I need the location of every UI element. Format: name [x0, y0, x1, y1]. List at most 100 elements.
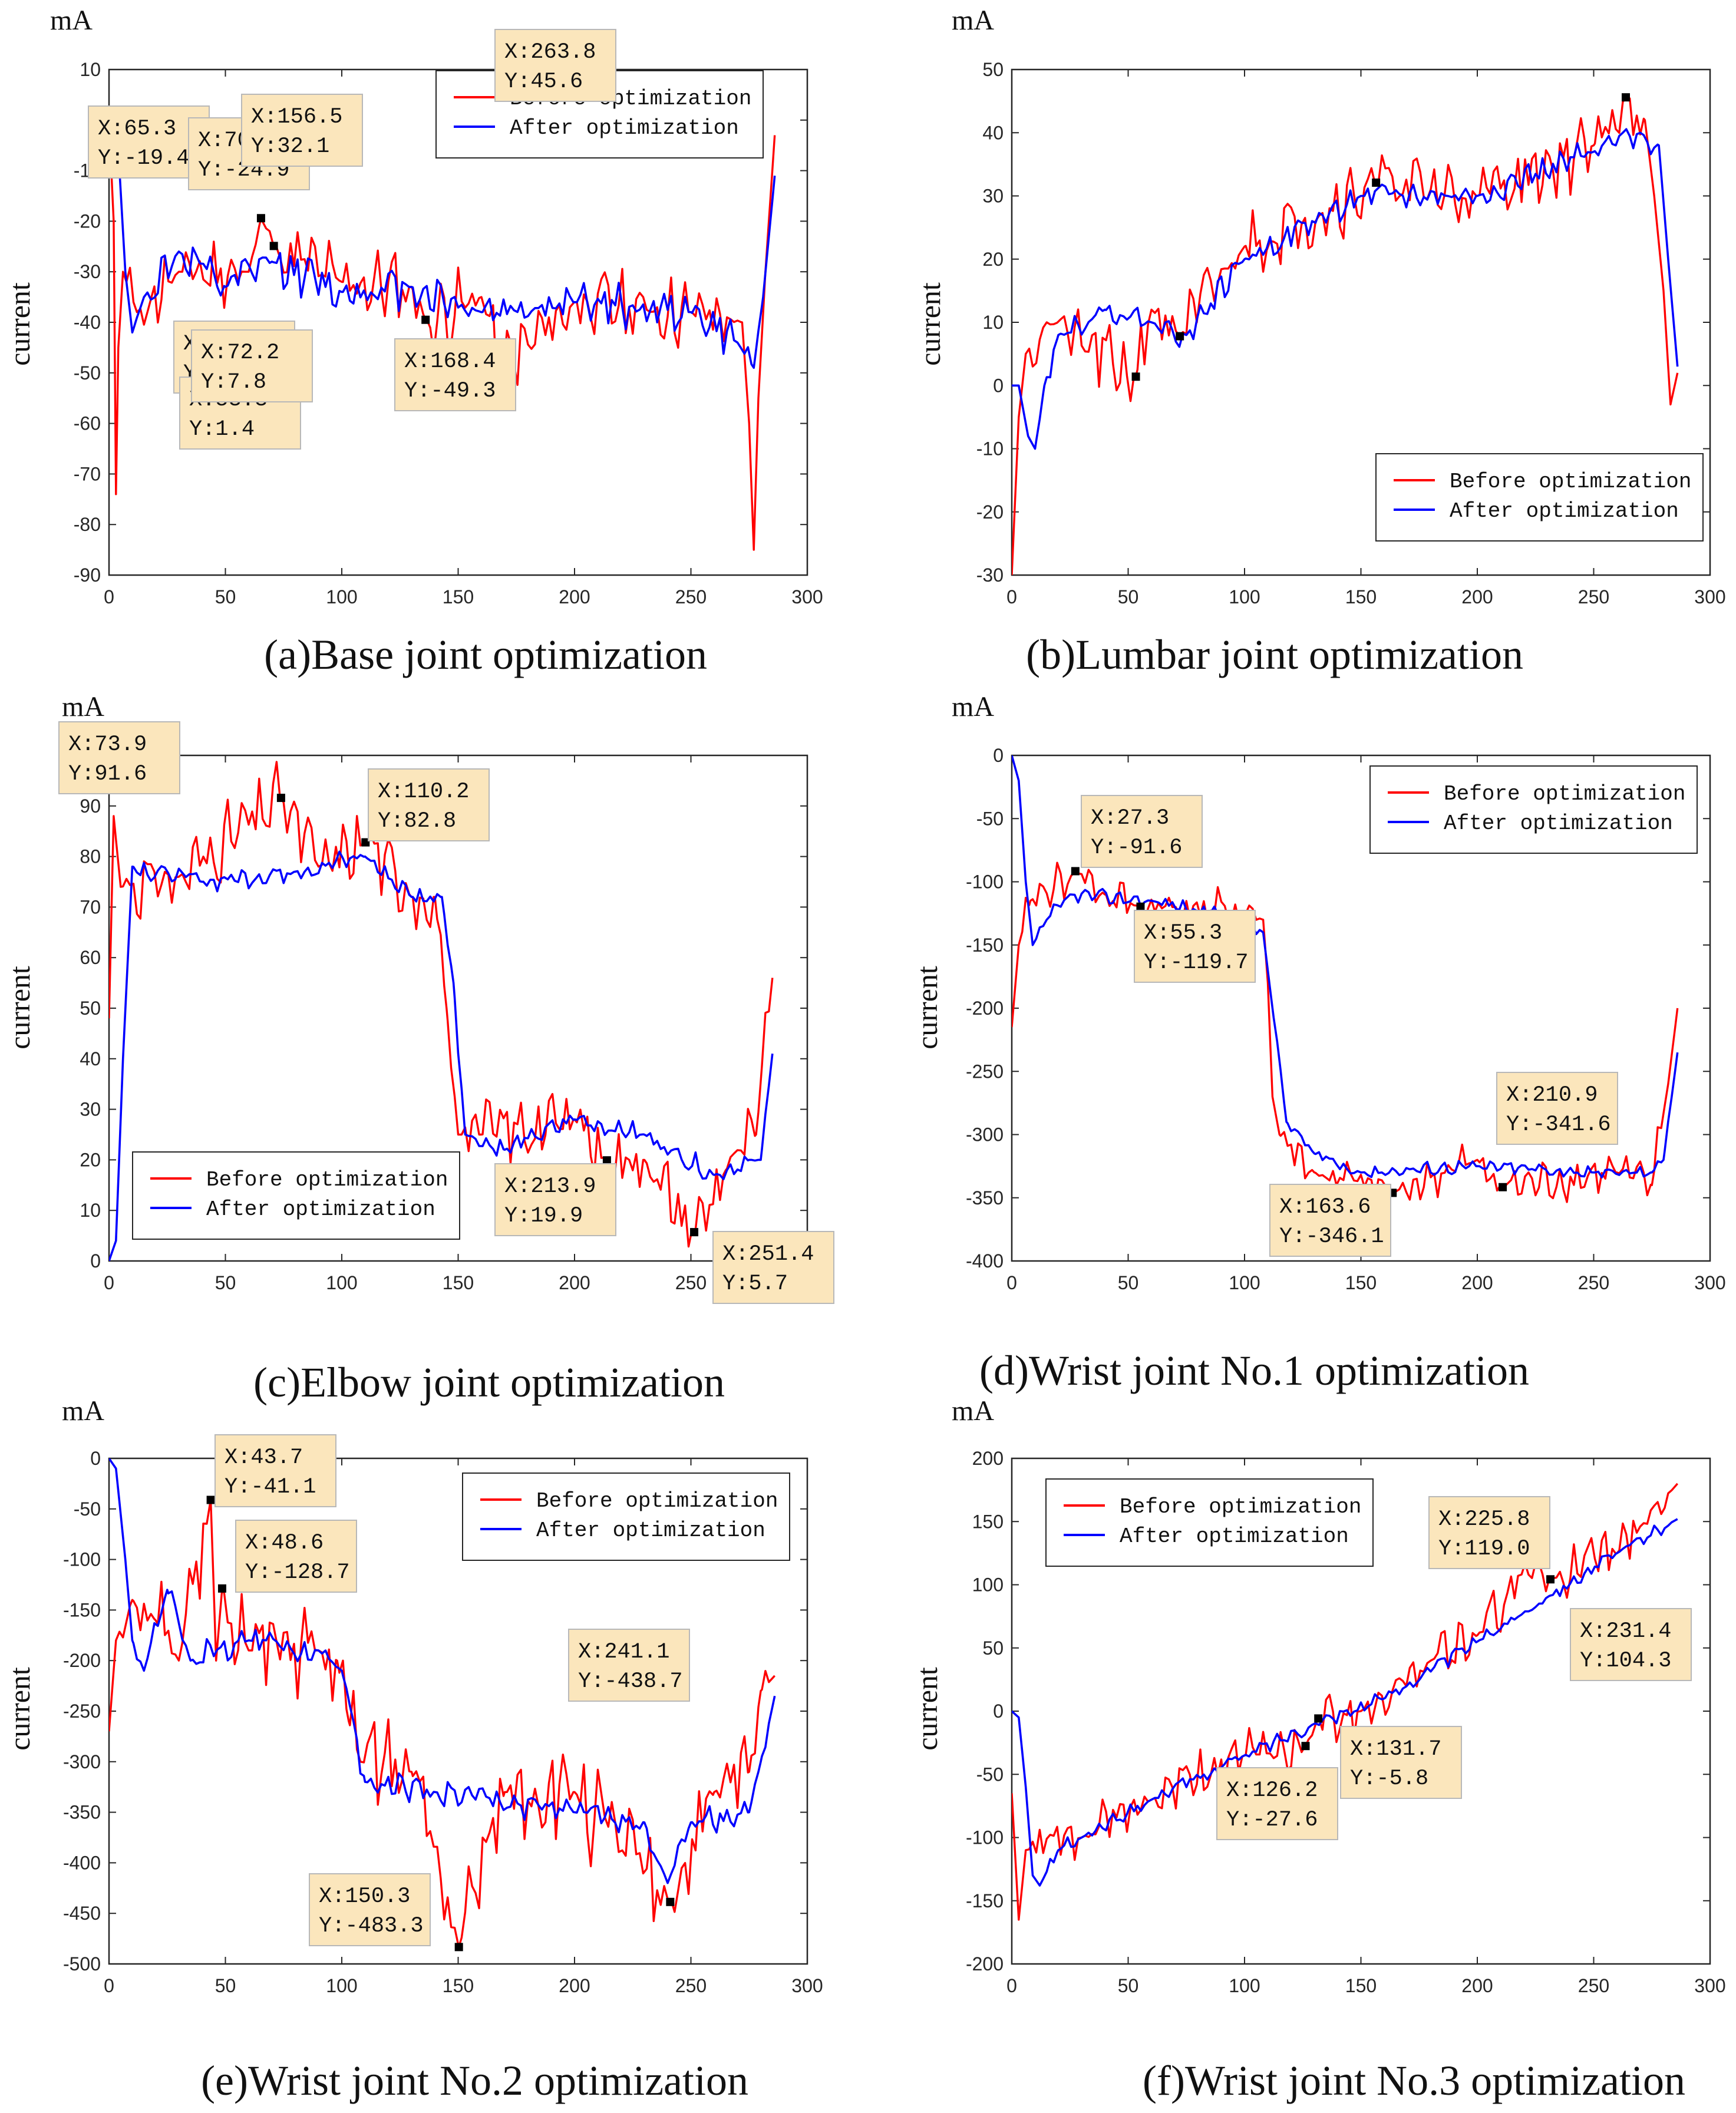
legend-box [462, 1473, 790, 1561]
datatip-marker[interactable] [602, 1156, 611, 1165]
y-axis-label: current [3, 966, 36, 1049]
datatip-y: Y:-438.7 [578, 1669, 683, 1694]
x-tick-label: 0 [1006, 586, 1017, 608]
datatip-y: Y:104.3 [1580, 1649, 1671, 1673]
series-after-line [109, 1458, 776, 1884]
datatip-marker[interactable] [1622, 93, 1631, 102]
y-tick-label: 200 [972, 1448, 1004, 1469]
x-tick-label: 200 [1461, 1272, 1493, 1293]
x-tick-label: 300 [791, 586, 823, 608]
y-tick-label: -30 [74, 261, 101, 282]
datatip[interactable]: X:168.4 Y:-49.3 [394, 338, 516, 411]
datatip[interactable]: X:156.5 Y:32.1 [241, 94, 363, 167]
datatip-marker[interactable] [1546, 1575, 1555, 1584]
datatip-x: X:48.6 [245, 1531, 324, 1556]
legend: Before optimization After optimization [1369, 765, 1698, 854]
y-tick-label: 20 [80, 1149, 101, 1170]
x-tick-label: 200 [559, 1975, 590, 1996]
x-tick-label: 100 [326, 586, 357, 608]
y-tick-label: -100 [966, 871, 1004, 893]
datatip-box [1269, 1184, 1391, 1257]
datatip-y: Y:82.8 [378, 809, 456, 834]
datatip[interactable]: X:72.2 Y:7.8 [191, 329, 313, 402]
x-tick-label: 200 [1461, 1975, 1493, 1996]
y-tick-label: 30 [982, 186, 1004, 207]
datatip[interactable]: X:231.4 Y:104.3 [1570, 1608, 1692, 1681]
unit-label: mA [952, 1395, 994, 1427]
datatip-box [1570, 1608, 1692, 1681]
datatip[interactable]: X:48.6 Y:-128.7 [235, 1520, 357, 1593]
y-tick-label: -30 [976, 564, 1004, 586]
datatip[interactable]: X:43.7 Y:-41.1 [214, 1434, 336, 1507]
x-tick-label: 300 [1694, 1272, 1725, 1293]
datatip-x: X:168.4 [404, 349, 496, 374]
y-tick-label: -40 [74, 312, 101, 333]
datatip[interactable]: X:27.3 Y:-91.6 [1081, 795, 1203, 868]
datatip-marker[interactable] [1176, 332, 1184, 341]
datatip-marker[interactable] [1136, 902, 1145, 911]
datatip-marker[interactable] [1372, 178, 1381, 187]
datatip-marker[interactable] [361, 838, 370, 847]
y-tick-label: 30 [80, 1099, 101, 1120]
y-tick-label: -350 [63, 1802, 101, 1823]
datatip-box [1340, 1726, 1462, 1799]
y-tick-label: -200 [63, 1650, 101, 1671]
datatip-marker[interactable] [1071, 867, 1080, 876]
datatip-box [58, 721, 180, 794]
y-tick-label: -300 [966, 1124, 1004, 1145]
x-tick-label: 150 [1345, 586, 1377, 608]
datatip[interactable]: X:251.4 Y:5.7 [712, 1231, 834, 1304]
datatip-x: X:263.8 [504, 40, 596, 65]
datatip-marker[interactable] [690, 1228, 699, 1237]
x-tick-label: 0 [104, 1975, 114, 1996]
datatip-y: Y:-119.7 [1144, 950, 1249, 975]
datatip-marker[interactable] [1499, 1183, 1507, 1191]
datatip[interactable]: X:73.9 Y:91.6 [58, 721, 180, 794]
datatip-marker[interactable] [1131, 372, 1140, 381]
legend-label: After optimization [510, 116, 739, 140]
legend-box [1369, 765, 1698, 854]
unit-label: mA [62, 691, 104, 722]
datatip-box [394, 338, 516, 411]
datatip-marker[interactable] [256, 214, 265, 223]
datatip-box [1428, 1496, 1550, 1569]
datatip-box [494, 1163, 616, 1236]
series-group [1012, 96, 1679, 575]
y-tick-label: 10 [982, 312, 1004, 333]
y-tick-label: 10 [80, 59, 101, 80]
datatip[interactable]: X:110.2 Y:82.8 [368, 768, 490, 841]
datatip-x: X:65.3 [98, 117, 176, 141]
datatip-marker[interactable] [421, 315, 430, 324]
unit-label: mA [952, 5, 994, 36]
datatip[interactable]: X:126.2 Y:-27.6 [1216, 1767, 1338, 1840]
y-tick-label: -90 [74, 564, 101, 586]
datatip[interactable]: X:55.3 Y:-119.7 [1134, 910, 1256, 983]
series-after-line [1012, 128, 1679, 450]
datatip-marker[interactable] [217, 1584, 226, 1593]
x-tick-label: 100 [1229, 586, 1260, 608]
datatip[interactable]: X:213.9 Y:19.9 [494, 1163, 616, 1236]
datatip[interactable]: X:210.9 Y:-341.6 [1496, 1072, 1618, 1145]
datatip-marker[interactable] [454, 1943, 463, 1952]
datatip-marker[interactable] [206, 1495, 215, 1504]
datatip[interactable]: X:225.8 Y:119.0 [1428, 1496, 1550, 1569]
datatip[interactable]: X:163.6 Y:-346.1 [1269, 1184, 1391, 1257]
legend: Before optimization After optimization [132, 1151, 460, 1240]
datatip[interactable]: X:241.1 Y:-438.7 [568, 1629, 690, 1702]
datatip-y: Y:-5.8 [1350, 1767, 1428, 1791]
datatip-marker[interactable] [1314, 1714, 1323, 1723]
y-tick-label: -150 [966, 1890, 1004, 1911]
y-tick-label: -50 [976, 808, 1004, 829]
datatip-box [494, 29, 616, 102]
y-tick-label: -10 [976, 438, 1004, 460]
datatip-y: Y:-19.4 [98, 146, 189, 171]
datatip-marker[interactable] [276, 794, 285, 803]
datatip-box [191, 329, 313, 402]
datatip[interactable]: X:150.3 Y:-483.3 [309, 1873, 431, 1946]
datatip-marker[interactable] [269, 242, 278, 250]
datatip[interactable]: X:131.7 Y:-5.8 [1340, 1726, 1462, 1799]
datatip-marker[interactable] [666, 1897, 675, 1906]
datatip-marker[interactable] [1301, 1742, 1310, 1751]
datatip[interactable]: X:263.8 Y:45.6 [494, 29, 616, 102]
